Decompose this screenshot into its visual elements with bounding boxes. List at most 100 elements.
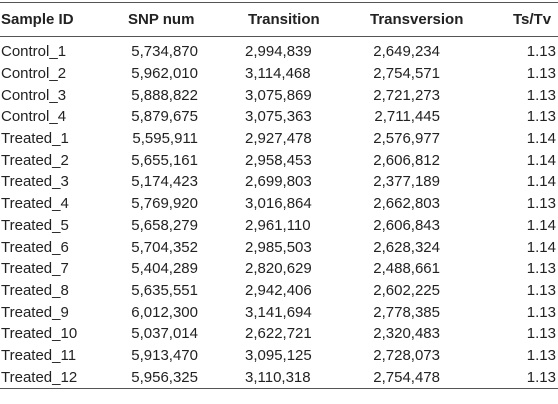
value-cell: 5,704,352: [131, 238, 198, 256]
value-cell: 3,095,125: [245, 346, 312, 364]
value-cell: 1.13: [526, 108, 556, 126]
value-cell: 1.14: [526, 216, 556, 234]
value-cell: 1.14: [526, 151, 556, 169]
value-cell: 2,699,803: [245, 173, 312, 191]
value-cell: 5,769,920: [131, 195, 198, 213]
value-cell: 2,606,843: [373, 216, 440, 234]
sample-id-cell: Treated_9: [1, 303, 69, 321]
value-cell: 2,728,073: [373, 346, 440, 364]
table-row: Treated_10 5,037,014 2,622,721 2,320,483 1.1…: [0, 323, 558, 345]
value-cell: 1.13: [526, 195, 556, 213]
value-cell: 5,635,551: [131, 281, 198, 299]
table-row: Treated_5 5,658,279 2,961,110 2,606,843 1.14: [0, 215, 558, 237]
value-cell: 3,110,318: [245, 368, 311, 386]
value-cell: 5,734,870: [131, 43, 198, 61]
value-cell: 3,016,864: [245, 195, 312, 213]
value-cell: 1.13: [526, 65, 556, 83]
table-row: Treated_11 5,913,470 3,095,125 2,728,073 1.1…: [0, 345, 558, 367]
table-row: Treated_3 5,174,423 2,699,803 2,377,189 1.14: [0, 171, 558, 193]
value-cell: 1.13: [526, 368, 556, 386]
table-row: Treated_8 5,635,551 2,942,406 2,602,225 1.13: [0, 280, 558, 302]
header-cell: SNP num: [128, 11, 195, 28]
value-cell: 1.13: [526, 325, 556, 343]
value-cell: 5,888,822: [131, 86, 198, 104]
value-cell: 2,961,110: [245, 216, 311, 234]
value-cell: 2,942,406: [245, 281, 312, 299]
value-cell: 5,879,675: [131, 108, 198, 126]
value-cell: 3,141,694: [245, 303, 312, 321]
value-cell: 2,994,839: [245, 43, 312, 61]
value-cell: 2,576,977: [373, 130, 440, 148]
value-cell: 5,404,289: [131, 260, 198, 278]
value-cell: 1.13: [526, 281, 556, 299]
sample-id-cell: Treated_8: [1, 281, 69, 299]
table-header: Sample ID SNP num Transition Transversion Ts…: [0, 2, 558, 37]
value-cell: 2,711,445: [374, 108, 440, 126]
value-cell: 1.13: [526, 260, 556, 278]
value-cell: 2,958,453: [245, 151, 312, 169]
sample-id-cell: Treated_5: [1, 216, 69, 234]
value-cell: 6,012,300: [131, 303, 198, 321]
table-body: Control_1 5,734,870 2,994,839 2,649,234 1.13…: [0, 37, 558, 389]
header-cell: Ts/Tv: [513, 11, 552, 28]
table-row: Treated_7 5,404,289 2,820,629 2,488,661 1.13: [0, 258, 558, 280]
value-cell: 2,754,478: [373, 368, 440, 386]
value-cell: 5,037,014: [131, 325, 198, 343]
table-row: Treated_4 5,769,920 3,016,864 2,662,803 1.13: [0, 193, 558, 215]
sample-id-cell: Control_1: [1, 43, 67, 61]
value-cell: 5,962,010: [131, 65, 198, 83]
value-cell: 5,956,325: [131, 368, 198, 386]
value-cell: 2,820,629: [245, 260, 312, 278]
sample-id-cell: Treated_10: [1, 325, 78, 343]
value-cell: 2,606,812: [373, 151, 440, 169]
value-cell: 1.13: [526, 43, 556, 61]
value-cell: 2,927,478: [245, 130, 312, 148]
header-cell: Sample ID: [1, 11, 74, 28]
table-row: Treated_12 5,956,325 3,110,318 2,754,478 1.1…: [0, 366, 558, 389]
value-cell: 2,985,503: [245, 238, 312, 256]
value-cell: 2,721,273: [373, 86, 440, 104]
value-cell: 1.13: [526, 346, 556, 364]
header-cell: Transition: [248, 11, 320, 28]
table-row: Treated_1 5,595,911 2,927,478 2,576,977 1.14: [0, 128, 558, 150]
sample-id-cell: Treated_7: [1, 260, 69, 278]
value-cell: 2,320,483: [373, 325, 440, 343]
data-table: Sample ID SNP num Transition Transversion Ts…: [0, 2, 558, 389]
table-row: Control_4 5,879,675 3,075,363 2,711,445 1.13: [0, 106, 558, 128]
sample-id-cell: Treated_6: [1, 238, 69, 256]
value-cell: 3,075,869: [245, 86, 312, 104]
table-row: Control_3 5,888,822 3,075,869 2,721,273 1.13: [0, 84, 558, 106]
value-cell: 2,778,385: [373, 303, 440, 321]
value-cell: 1.14: [526, 238, 556, 256]
value-cell: 2,622,721: [245, 325, 312, 343]
sample-id-cell: Control_2: [1, 65, 67, 83]
value-cell: 3,075,363: [245, 108, 312, 126]
value-cell: 5,655,161: [131, 151, 198, 169]
value-cell: 2,662,803: [373, 195, 440, 213]
header-cell: Transversion: [370, 11, 464, 28]
table-row: Control_1 5,734,870 2,994,839 2,649,234 1.13: [0, 37, 558, 63]
table-row: Control_2 5,962,010 3,114,468 2,754,571 1.13: [0, 63, 558, 85]
sample-id-cell: Treated_12: [1, 368, 78, 386]
value-cell: 2,602,225: [373, 281, 440, 299]
sample-id-cell: Treated_4: [1, 195, 69, 213]
value-cell: 5,913,470: [131, 346, 198, 364]
value-cell: 5,658,279: [131, 216, 198, 234]
sample-id-cell: Treated_11: [1, 346, 77, 364]
sample-id-cell: Control_3: [1, 86, 67, 104]
sample-id-cell: Treated_3: [1, 173, 69, 191]
value-cell: 1.13: [526, 303, 556, 321]
table-row: Treated_9 6,012,300 3,141,694 2,778,385 1.13: [0, 301, 558, 323]
value-cell: 5,174,423: [131, 173, 198, 191]
value-cell: 2,628,324: [373, 238, 440, 256]
sample-id-cell: Treated_2: [1, 151, 69, 169]
value-cell: 1.13: [526, 86, 556, 104]
value-cell: 1.14: [526, 173, 556, 191]
value-cell: 2,488,661: [373, 260, 440, 278]
value-cell: 1.14: [526, 130, 556, 148]
value-cell: 3,114,468: [245, 65, 311, 83]
value-cell: 2,754,571: [373, 65, 440, 83]
value-cell: 5,595,911: [132, 130, 198, 148]
value-cell: 2,649,234: [373, 43, 440, 61]
